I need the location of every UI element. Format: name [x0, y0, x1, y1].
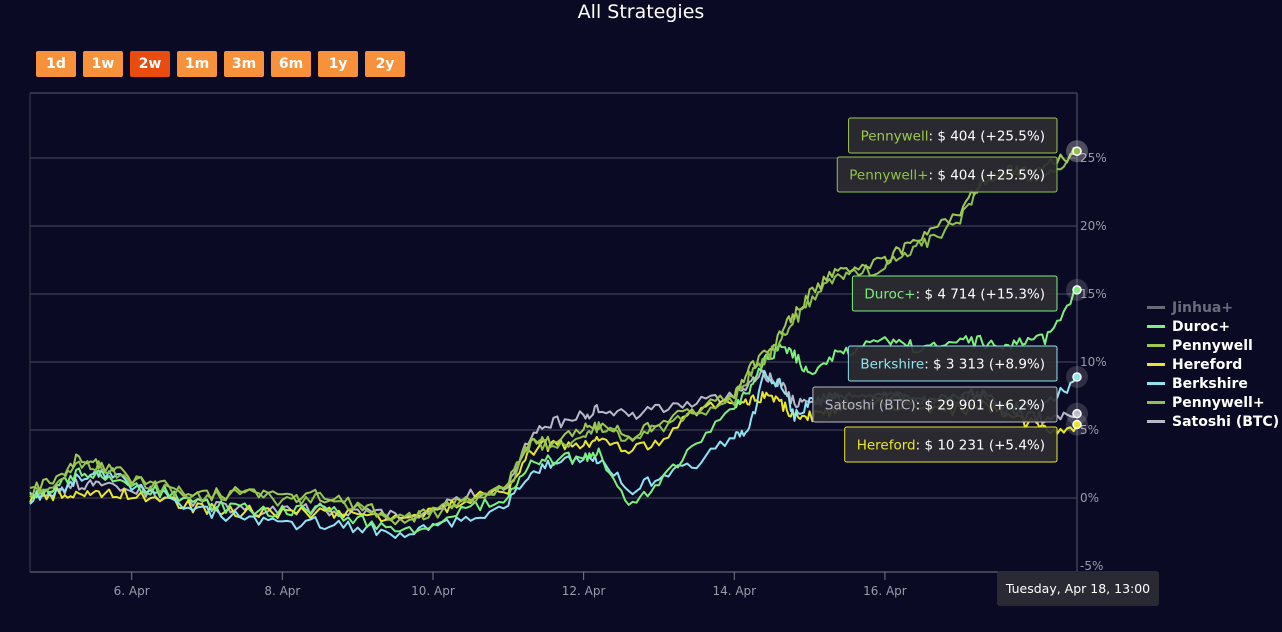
tooltip-text: Satoshi (BTC): $ 29 901 (+6.2%) [825, 398, 1045, 414]
tooltip-text: Pennywell: $ 404 (+25.5%) [861, 129, 1045, 145]
series-line [29, 150, 1078, 526]
legend-label: Berkshire [1172, 375, 1248, 392]
range-button-2w[interactable]: 2w [130, 51, 170, 77]
tooltip-box [848, 117, 1058, 154]
tooltip-series-name: Pennywell [861, 129, 929, 145]
legend-swatch [1147, 344, 1165, 347]
legend-label: Hereford [1172, 356, 1243, 373]
tooltip-box [836, 156, 1058, 193]
tooltip-series-name: Pennywell+ [849, 168, 928, 184]
range-button-1d[interactable]: 1d [36, 51, 76, 77]
legend-swatch [1147, 306, 1165, 309]
tooltip-value: : $ 4 714 (+15.3%) [916, 287, 1045, 303]
tooltip-value: : $ 29 901 (+6.2%) [916, 398, 1045, 414]
tooltip: Pennywell+: $ 404 (+25.5%) [836, 156, 1058, 193]
tooltip-text: Duroc+: $ 4 714 (+15.3%) [864, 287, 1045, 303]
tooltip-box [812, 386, 1058, 423]
tooltip-series-name: Satoshi (BTC) [825, 398, 916, 414]
tooltip-value: : $ 404 (+25.5%) [928, 129, 1045, 145]
series-end-marker [1072, 146, 1082, 156]
range-button-1m[interactable]: 1m [177, 51, 217, 77]
series-end-marker [1072, 419, 1082, 430]
series-end-marker [1072, 285, 1082, 295]
tooltip-text: Pennywell+: $ 404 (+25.5%) [849, 168, 1045, 184]
legend-label: Pennywell [1172, 337, 1253, 354]
legend-swatch [1147, 401, 1165, 404]
legend-item[interactable]: Pennywell+ [1147, 393, 1279, 412]
tooltip-box [844, 426, 1058, 463]
y-tick-label: 10% [1080, 355, 1107, 369]
tooltip: Berkshire: $ 3 313 (+8.9%) [847, 345, 1058, 382]
x-tick-label: 12. Apr [562, 584, 606, 598]
range-button-2y[interactable]: 2y [365, 51, 405, 77]
chart-title: All Strategies [577, 1, 705, 23]
legend-item[interactable]: Hereford [1147, 355, 1279, 374]
range-button-3m[interactable]: 3m [224, 51, 264, 77]
legend-swatch [1147, 325, 1165, 328]
range-selector: 1d 1w 2w 1m 3m 6m 1y 2y [36, 51, 405, 77]
tooltip-text: Hereford: $ 10 231 (+5.4%) [857, 438, 1045, 454]
x-tick-label: 14. Apr [712, 584, 756, 598]
tooltip-series-name: Hereford [857, 438, 916, 454]
x-tick-label: 6. Apr [114, 584, 150, 598]
legend-label: Pennywell+ [1172, 394, 1265, 411]
series-end-marker [1072, 372, 1082, 382]
legend-item[interactable]: Pennywell [1147, 336, 1279, 355]
y-tick-label: 20% [1080, 219, 1107, 233]
legend-swatch [1147, 420, 1165, 423]
tooltip-box [847, 345, 1058, 382]
chart-legend: Jinhua+ Duroc+ Pennywell Hereford Berkshire P… [1147, 298, 1279, 431]
tooltip: Hereford: $ 10 231 (+5.4%) [844, 426, 1058, 463]
legend-item[interactable]: Satoshi (BTC) [1147, 412, 1279, 431]
legend-label: Satoshi (BTC) [1172, 413, 1280, 430]
tooltip-series-name: Duroc+ [864, 287, 915, 303]
tooltip-value: : $ 10 231 (+5.4%) [916, 438, 1045, 454]
y-tick-label: 25% [1080, 151, 1107, 165]
legend-item[interactable]: Duroc+ [1147, 317, 1279, 336]
legend-swatch [1147, 382, 1165, 385]
range-button-1y[interactable]: 1y [318, 51, 358, 77]
x-tick-label: 8. Apr [264, 584, 300, 598]
y-tick-label: 15% [1080, 287, 1107, 301]
legend-swatch [1147, 363, 1165, 366]
tooltip: Pennywell: $ 404 (+25.5%) [848, 117, 1058, 154]
series-end-marker [1072, 408, 1082, 419]
tooltip-value: : $ 3 313 (+8.9%) [924, 357, 1045, 373]
y-tick-label: 0% [1080, 491, 1099, 505]
crosshair-time-label: Tuesday, Apr 18, 13:00 [997, 571, 1159, 606]
x-tick-label: 16. Apr [863, 584, 907, 598]
range-button-6m[interactable]: 6m [271, 51, 311, 77]
legend-item[interactable]: Jinhua+ [1147, 298, 1279, 317]
tooltip-series-name: Berkshire [860, 357, 924, 373]
y-tick-label: -5% [1080, 559, 1103, 573]
range-button-1w[interactable]: 1w [83, 51, 123, 77]
legend-label: Jinhua+ [1172, 299, 1234, 316]
tooltip-text: Berkshire: $ 3 313 (+8.9%) [860, 357, 1045, 373]
legend-label: Duroc+ [1172, 318, 1231, 335]
tooltip: Duroc+: $ 4 714 (+15.3%) [851, 275, 1058, 312]
tooltip-box [851, 275, 1058, 312]
legend-item[interactable]: Berkshire [1147, 374, 1279, 393]
tooltip-value: : $ 404 (+25.5%) [928, 168, 1045, 184]
y-tick-label: 5% [1080, 423, 1099, 437]
tooltip: Satoshi (BTC): $ 29 901 (+6.2%) [812, 386, 1058, 423]
x-tick-label: 10. Apr [411, 584, 455, 598]
